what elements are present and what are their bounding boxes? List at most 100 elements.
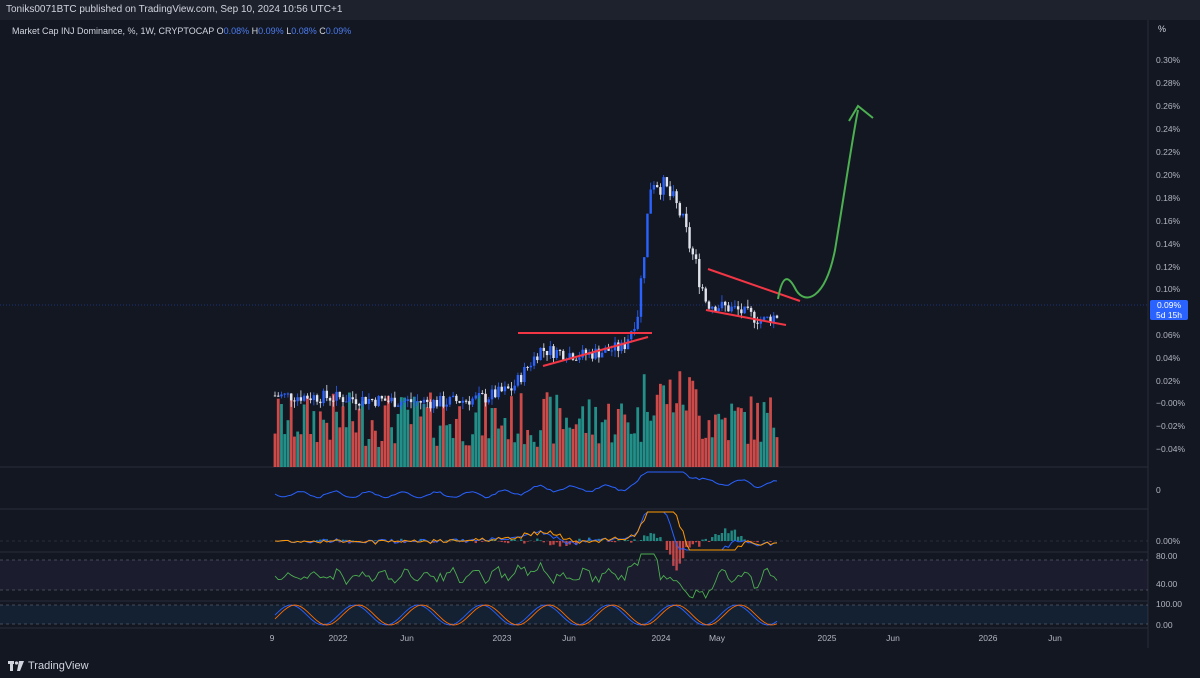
macd-histogram-bar xyxy=(523,541,525,544)
symbol-legend[interactable]: Market Cap INJ Dominance, %, 1W, CRYPTOC… xyxy=(12,26,351,36)
volume-bar xyxy=(672,412,675,467)
candle-body xyxy=(705,288,707,301)
tradingview-logo[interactable]: TradingView xyxy=(8,654,89,678)
candle-body xyxy=(523,367,525,382)
candle-body xyxy=(669,186,671,196)
volume-bar xyxy=(287,420,290,467)
candle-body xyxy=(701,287,703,288)
chart-canvas[interactable]: 0.30%0.28%0.26%0.24%0.22%0.20%0.18%0.16%… xyxy=(0,20,1200,648)
candle-body xyxy=(491,389,493,399)
volume-bar xyxy=(549,397,552,467)
volume-bar xyxy=(364,446,367,467)
volume-bar xyxy=(610,442,613,467)
candle-body xyxy=(345,401,347,402)
candle-body xyxy=(290,393,292,400)
candle-body xyxy=(420,401,422,403)
volume-bar xyxy=(319,411,322,467)
candle-body xyxy=(708,302,710,309)
volume-bar xyxy=(552,444,555,467)
candle-body xyxy=(517,375,519,386)
volume-bar xyxy=(740,408,743,467)
time-axis-label: Jun xyxy=(886,633,900,643)
volume-bar xyxy=(448,424,451,467)
candle-body xyxy=(520,375,522,382)
volume-bar xyxy=(322,420,325,467)
candle-body xyxy=(439,396,441,406)
candle-body xyxy=(682,214,684,216)
pane4-top-label: 100.00 xyxy=(1156,599,1182,609)
volume-bar xyxy=(575,424,578,467)
macd-histogram-bar xyxy=(682,541,684,558)
candle-body xyxy=(319,402,321,403)
volume-bar xyxy=(627,422,630,467)
candle-body xyxy=(747,307,749,308)
volume-bar xyxy=(445,425,448,467)
candle-body xyxy=(348,397,350,401)
candle-body xyxy=(280,394,282,396)
candle-body xyxy=(526,367,528,368)
macd-histogram-bar xyxy=(640,540,642,541)
volume-bar xyxy=(406,410,409,467)
volume-bar xyxy=(523,444,526,467)
high-value: 0.09% xyxy=(258,26,284,36)
candle-body xyxy=(734,306,736,307)
volume-bar xyxy=(517,434,520,467)
macd-histogram-bar xyxy=(633,539,635,541)
candle-body xyxy=(776,316,778,318)
candle-body xyxy=(711,307,713,309)
time-axis-label: 2024 xyxy=(652,633,671,643)
candle-body xyxy=(750,308,752,312)
candle-body xyxy=(355,399,357,404)
macd-histogram-bar xyxy=(705,539,707,541)
candle-body xyxy=(445,405,447,407)
volume-bar xyxy=(312,411,315,467)
candle-body xyxy=(743,307,745,314)
volume-bar xyxy=(763,402,766,467)
volume-bar xyxy=(283,434,286,467)
candle-body xyxy=(643,257,645,278)
volume-bar xyxy=(419,416,422,467)
volume-bar xyxy=(442,406,445,467)
candle-body xyxy=(471,399,473,405)
volume-bar xyxy=(345,427,348,467)
volume-bar xyxy=(371,420,374,467)
candle-body xyxy=(387,401,389,402)
volume-bar xyxy=(662,385,665,467)
price-axis-label: 0.02% xyxy=(1156,376,1181,386)
candle-body xyxy=(679,203,681,215)
volume-bar xyxy=(465,445,468,467)
open-value: 0.08% xyxy=(224,26,250,36)
candle-body xyxy=(432,400,434,408)
pane1-zero-label: 0 xyxy=(1156,485,1161,495)
volume-bar xyxy=(296,432,299,467)
candle-body xyxy=(410,399,412,402)
candle-body xyxy=(468,401,470,404)
volume-bar xyxy=(387,396,390,467)
volume-bar xyxy=(500,426,503,467)
tradingview-logo-icon xyxy=(8,661,24,671)
candle-body xyxy=(296,397,298,401)
volume-bar xyxy=(380,441,383,467)
percent-scale-button[interactable]: % xyxy=(1158,24,1166,34)
volume-bar xyxy=(348,393,351,467)
macd-histogram-bar xyxy=(627,540,629,541)
macd-histogram-bar xyxy=(559,541,561,546)
macd-histogram-bar xyxy=(721,533,723,541)
candle-body xyxy=(488,399,490,402)
volume-bar xyxy=(303,404,306,467)
macd-histogram-bar xyxy=(656,538,658,541)
macd-histogram-bar xyxy=(539,540,541,541)
price-axis-label: −0.00% xyxy=(1156,398,1186,408)
volume-bar xyxy=(461,441,464,467)
macd-histogram-bar xyxy=(753,541,755,542)
candle-body xyxy=(416,401,418,402)
publisher-header: Toniks0071BTC published on TradingView.c… xyxy=(0,0,1200,20)
candle-body xyxy=(581,350,583,358)
candle-body xyxy=(274,396,276,397)
volume-bar xyxy=(306,396,309,467)
candle-body xyxy=(718,308,720,311)
candle-body xyxy=(300,397,302,401)
volume-bar xyxy=(678,371,681,467)
candle-body xyxy=(423,400,425,403)
macd-histogram-bar xyxy=(740,536,742,541)
